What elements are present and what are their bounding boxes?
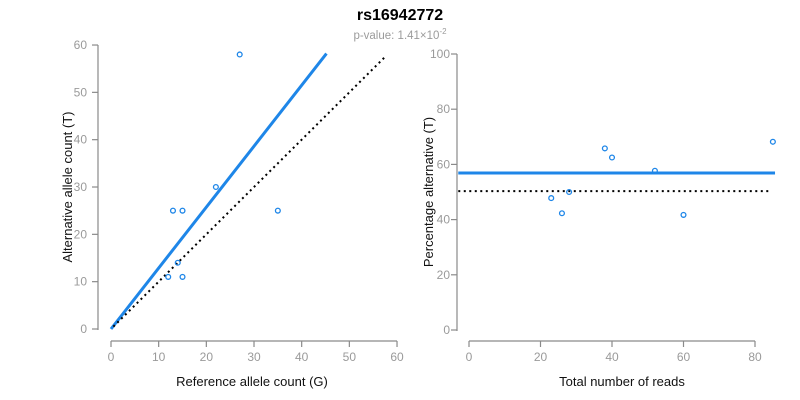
- data-point: [174, 259, 181, 266]
- data-point: [651, 167, 658, 174]
- x-tick-label: 40: [605, 350, 619, 364]
- x-tick-label: 60: [677, 350, 691, 364]
- p-value-exponent: -2: [439, 27, 447, 36]
- data-point: [558, 210, 565, 217]
- data-point: [165, 273, 172, 280]
- data-point: [608, 154, 616, 161]
- fit-line: [109, 52, 328, 330]
- figure-title: rs16942772: [356, 7, 444, 24]
- x-axis-title: Reference allele count (G): [176, 374, 328, 389]
- x-tick-label: 10: [152, 350, 166, 364]
- y-tick-label: 30: [74, 180, 88, 194]
- data-point: [680, 211, 687, 218]
- data-point: [601, 145, 608, 152]
- y-tick-label: 80: [437, 102, 451, 116]
- y-tick-label: 10: [74, 275, 88, 289]
- y-tick-label: 0: [80, 322, 87, 336]
- x-tick-label: 80: [748, 350, 762, 364]
- y-tick-label: 20: [74, 227, 88, 241]
- identity-line: [112, 54, 388, 328]
- data-point: [169, 207, 177, 214]
- x-tick-label: 0: [108, 350, 115, 364]
- data-point: [212, 183, 219, 191]
- y-tick-label: 0: [443, 323, 450, 337]
- data-point: [236, 51, 243, 58]
- p-value-text: p-value: 1.41×10: [353, 29, 440, 42]
- plot-allele-count-scatter: 0 10 20 30 40 50 60 Alternative allele count (T…: [60, 38, 404, 389]
- y-tick-label: 40: [74, 133, 88, 147]
- y-axis-title: Alternative allele count (T): [60, 112, 75, 263]
- data-point: [179, 207, 186, 214]
- data-point: [179, 273, 186, 280]
- data-point: [769, 138, 776, 145]
- y-tick-label: 60: [74, 38, 88, 52]
- data-point: [548, 195, 555, 202]
- x-tick-label: 30: [247, 350, 261, 364]
- p-value-subtitle: p-value: 1.41×10-2: [0, 27, 800, 42]
- y-tick-label: 40: [437, 213, 451, 227]
- plot-reads-vs-percentage-scatter: 0 20 40 60 80 100 Percentage alternative (T) 0 2…: [421, 47, 776, 389]
- x-tick-label: 40: [295, 350, 309, 364]
- x-tick-label: 60: [390, 350, 404, 364]
- y-tick-label: 50: [74, 85, 88, 99]
- x-tick-label: 50: [343, 350, 357, 364]
- x-axis-title: Total number of reads: [559, 374, 685, 389]
- y-axis-title: Percentage alternative (T): [421, 117, 436, 267]
- y-tick-label: 20: [437, 268, 451, 282]
- x-tick-label: 0: [466, 350, 473, 364]
- x-tick-label: 20: [534, 350, 548, 364]
- y-tick-label: 100: [430, 47, 450, 61]
- data-point: [274, 207, 281, 214]
- x-tick-label: 20: [200, 350, 214, 364]
- data-point: [566, 188, 573, 196]
- y-tick-label: 60: [437, 157, 451, 171]
